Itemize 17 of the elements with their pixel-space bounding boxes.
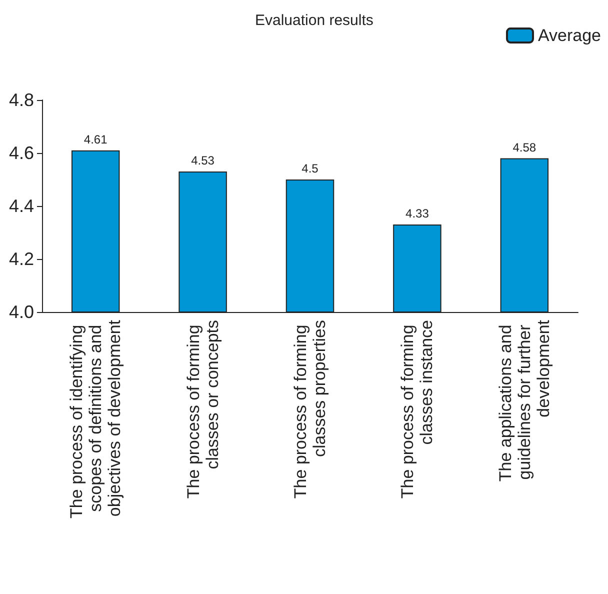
y-tick-label: 4.6 xyxy=(8,143,34,163)
x-tick-label: The applications and guidelines for further development xyxy=(496,320,553,482)
y-tick-label: 4.8 xyxy=(8,90,34,110)
x-tick-label: The process of identifying scopes of definitions and objectives of development xyxy=(67,320,124,518)
x-tick-label: The process of forming classes or concepts xyxy=(184,320,222,499)
chart-title: Evaluation results xyxy=(255,12,374,29)
data-label: 4.61 xyxy=(84,132,108,146)
data-label: 4.58 xyxy=(512,140,536,154)
y-tick-label: 4.0 xyxy=(8,302,34,322)
data-label: 4.33 xyxy=(406,206,430,221)
y-tick-label: 4.2 xyxy=(8,249,34,269)
y-tick-label: 4.4 xyxy=(8,196,34,216)
x-tick-label: The process of forming classes properties xyxy=(291,320,329,499)
legend-label: Average xyxy=(538,26,602,45)
data-label: 4.5 xyxy=(302,162,319,176)
x-tick-label: The process of forming classes instance xyxy=(398,320,436,499)
data-label: 4.53 xyxy=(191,154,215,168)
